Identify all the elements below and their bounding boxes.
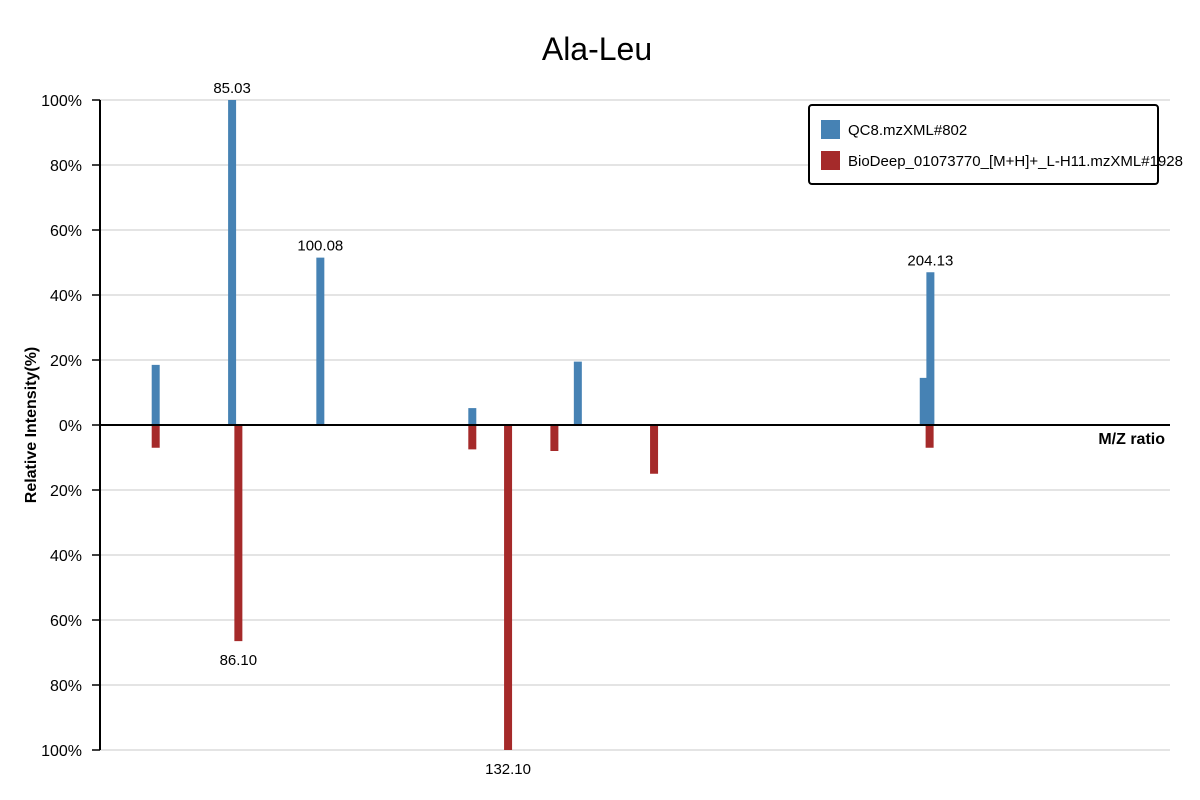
peak-bar <box>468 408 477 425</box>
legend-swatch-qc8 <box>821 120 840 139</box>
peak-label: 86.10 <box>220 652 258 669</box>
peak-label: 85.03 <box>213 80 251 97</box>
peak-bar <box>234 425 243 642</box>
peak-bar <box>919 377 928 425</box>
x-axis-label: M/Z ratio <box>1098 431 1165 448</box>
peak-label: 204.13 <box>907 252 953 269</box>
data-labels: 85.03 100.08 204.13 86.10 132.10 <box>213 80 953 778</box>
y-tick-label: 60% <box>50 613 82 630</box>
y-axis-label: Relative Intensity(%) <box>23 347 40 503</box>
y-tick-labels: 100% 80% 60% 40% 20% 0% 20% 40% 60% 80% 100% <box>41 93 100 760</box>
y-tick-label: 100% <box>41 743 82 760</box>
legend-box <box>808 104 1159 185</box>
peak-bar <box>550 425 559 451</box>
peak-bar <box>504 425 513 750</box>
chart-title: Ala-Leu <box>542 31 652 67</box>
y-tick-label: 80% <box>50 678 82 695</box>
peak-bar <box>573 361 582 425</box>
y-tick-label: 0% <box>59 418 82 435</box>
peak-bar <box>468 425 477 450</box>
peak-bar <box>316 257 325 425</box>
peak-bar <box>925 425 934 448</box>
gridlines <box>100 99 1170 751</box>
peak-bar <box>151 364 160 425</box>
legend-label-qc8: QC8.mzXML#802 <box>848 122 967 139</box>
y-tick-label: 40% <box>50 288 82 305</box>
legend-swatch-biodeep <box>821 151 840 170</box>
axes <box>99 100 1170 750</box>
peak-bar <box>228 100 237 425</box>
y-tick-label: 20% <box>50 483 82 500</box>
y-tick-label: 40% <box>50 548 82 565</box>
legend-label-biodeep: BioDeep_01073770_[M+H]+_L-H11.mzXML#1928 <box>848 153 1183 170</box>
peak-bar <box>151 425 160 448</box>
peak-label: 132.10 <box>485 761 531 778</box>
y-tick-label: 100% <box>41 93 82 110</box>
y-tick-label: 20% <box>50 353 82 370</box>
peak-label: 100.08 <box>297 238 343 255</box>
peak-bar <box>926 272 935 425</box>
legend: QC8.mzXML#802 BioDeep_01073770_[M+H]+_L-… <box>808 104 1183 185</box>
y-tick-label: 80% <box>50 158 82 175</box>
y-tick-label: 60% <box>50 223 82 240</box>
bars <box>151 100 935 750</box>
peak-bar <box>650 425 659 474</box>
